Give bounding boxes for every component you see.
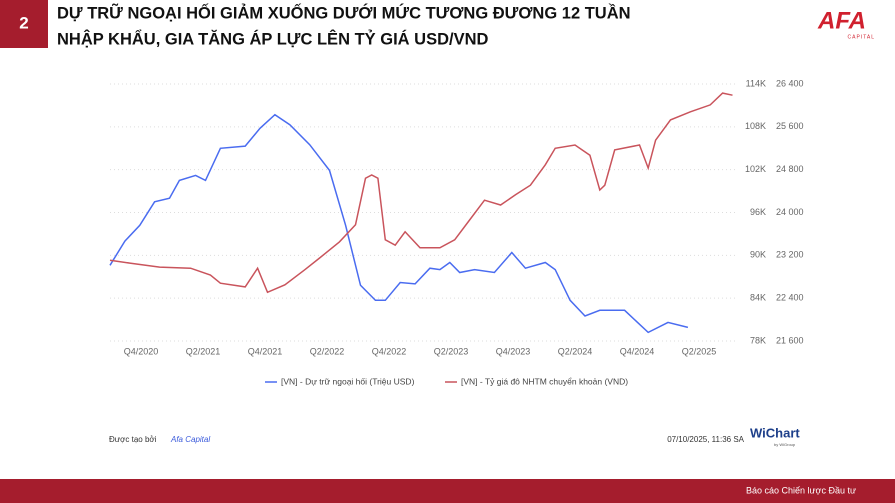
y-tick-label: 114K xyxy=(746,78,766,88)
y2-tick-label: 21 600 xyxy=(776,335,804,345)
series-line xyxy=(109,92,733,294)
logo-sub: CAPITAL xyxy=(848,34,875,40)
y2-tick-label: 26 400 xyxy=(776,78,804,88)
badge xyxy=(0,0,48,48)
x-tick-label: Q2/2023 xyxy=(434,346,469,356)
author: Afa Capital xyxy=(170,435,210,444)
x-tick-label: Q2/2024 xyxy=(558,346,593,356)
logo: AFA xyxy=(817,7,866,34)
x-tick-label: Q4/2020 xyxy=(124,346,159,356)
created-by: Được tạo bởi xyxy=(109,435,157,444)
timestamp: 07/10/2025, 11:36 SA xyxy=(667,435,744,444)
report-name: Báo cáo Chiến lược Đầu tư xyxy=(746,485,856,495)
y2-tick-label: 22 400 xyxy=(776,293,804,303)
x-tick-label: Q4/2023 xyxy=(496,346,531,356)
brand: WiChart xyxy=(750,425,800,440)
y-tick-label: 96K xyxy=(750,207,766,217)
footer-bar xyxy=(0,479,895,503)
badge-number: 2 xyxy=(19,13,28,32)
y-tick-label: 90K xyxy=(750,250,766,260)
legend-label: [VN] - Dự trữ ngoại hối (Triệu USD) xyxy=(281,376,415,386)
y2-tick-label: 23 200 xyxy=(776,250,804,260)
x-tick-label: Q2/2022 xyxy=(310,346,345,356)
y2-tick-label: 24 000 xyxy=(776,207,804,217)
y-tick-label: 108K xyxy=(745,121,766,131)
series-line xyxy=(109,113,689,334)
x-tick-label: Q4/2024 xyxy=(620,346,655,356)
title-line: DỰ TRỮ NGOẠI HỐI GIẢM XUỐNG DƯỚI MỨC TƯƠ… xyxy=(57,2,631,22)
title-line: NHẬP KHẨU, GIA TĂNG ÁP LỰC LÊN TỶ GIÁ US… xyxy=(57,29,488,48)
x-tick-label: Q4/2021 xyxy=(248,346,283,356)
y-tick-label: 102K xyxy=(745,164,766,174)
brand-sub: by WiGroup xyxy=(774,442,796,447)
y2-tick-label: 25 600 xyxy=(776,121,804,131)
x-tick-label: Q2/2021 xyxy=(186,346,221,356)
legend-label: [VN] - Tỷ giá đô NHTM chuyển khoản (VND) xyxy=(461,376,628,386)
y2-tick-label: 24 800 xyxy=(776,164,804,174)
x-tick-label: Q4/2022 xyxy=(372,346,407,356)
y-tick-label: 78K xyxy=(750,335,766,345)
chart: 114K 108K 102K 96K 90K 84K 78K 26 400 25 600 24 8… xyxy=(109,78,804,386)
x-tick-label: Q2/2025 xyxy=(682,346,717,356)
y-tick-label: 84K xyxy=(750,293,766,303)
